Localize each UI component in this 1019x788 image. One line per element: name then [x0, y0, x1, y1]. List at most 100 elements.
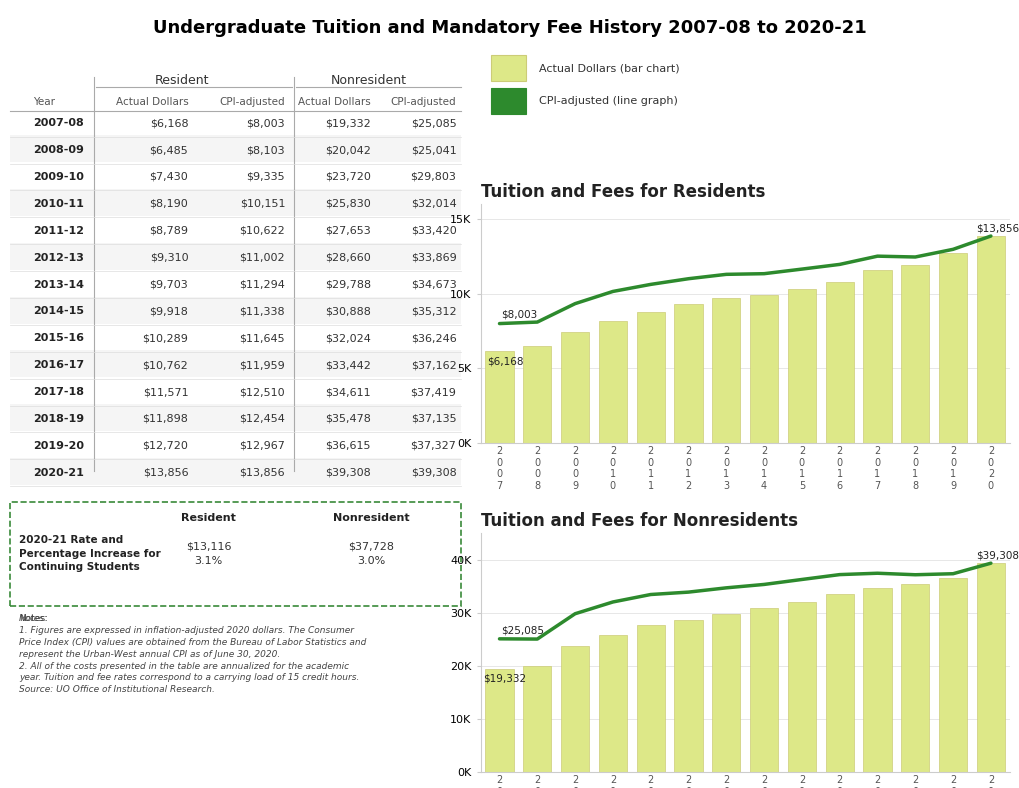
Text: $27,653: $27,653	[325, 225, 371, 236]
Text: $10,762: $10,762	[143, 360, 189, 370]
Text: $37,419: $37,419	[411, 387, 457, 397]
Text: $9,703: $9,703	[150, 280, 189, 289]
Text: 2016-17: 2016-17	[33, 360, 84, 370]
Bar	[10, 502, 461, 606]
Text: CPI-adjusted (line graph): CPI-adjusted (line graph)	[538, 95, 677, 106]
Text: Tuition and Fees for Residents: Tuition and Fees for Residents	[480, 183, 764, 201]
Bar	[523, 346, 551, 444]
Bar	[10, 162, 461, 189]
Text: Resident: Resident	[181, 513, 235, 522]
Text: $39,308: $39,308	[975, 551, 1018, 560]
Bar	[938, 253, 966, 444]
Bar	[485, 351, 514, 444]
Text: 2013-14: 2013-14	[33, 280, 84, 289]
Text: $12,510: $12,510	[239, 387, 285, 397]
Text: $29,788: $29,788	[324, 280, 371, 289]
Text: $25,830: $25,830	[325, 199, 371, 209]
Bar	[824, 594, 853, 772]
Bar	[560, 333, 589, 444]
Bar	[938, 578, 966, 772]
Text: $34,611: $34,611	[325, 387, 371, 397]
Bar	[598, 321, 627, 444]
Text: $35,478: $35,478	[325, 414, 371, 424]
Text: $9,335: $9,335	[247, 172, 285, 182]
Bar	[976, 236, 1004, 444]
Text: $10,289: $10,289	[143, 333, 189, 344]
Text: $7,430: $7,430	[150, 172, 189, 182]
Bar	[523, 666, 551, 772]
Text: $11,002: $11,002	[239, 253, 285, 262]
Text: $37,135: $37,135	[411, 414, 457, 424]
Bar	[10, 377, 461, 404]
Text: CPI-adjusted: CPI-adjusted	[219, 97, 285, 106]
Bar	[10, 351, 461, 377]
Text: $25,041: $25,041	[411, 145, 457, 155]
Bar	[491, 55, 525, 81]
Text: 2015-16: 2015-16	[33, 333, 84, 344]
Text: $36,246: $36,246	[411, 333, 457, 344]
Text: $6,168: $6,168	[486, 356, 523, 366]
Bar	[10, 243, 461, 269]
Text: $30,888: $30,888	[325, 307, 371, 317]
Text: $11,294: $11,294	[239, 280, 285, 289]
Text: $34,673: $34,673	[411, 280, 457, 289]
Text: Resident: Resident	[154, 74, 209, 87]
Text: $6,168: $6,168	[150, 118, 189, 128]
Text: $8,190: $8,190	[150, 199, 189, 209]
Text: $11,959: $11,959	[239, 360, 285, 370]
Text: 2011-12: 2011-12	[33, 225, 84, 236]
Bar	[10, 216, 461, 243]
Bar	[674, 304, 702, 444]
Text: Actual Dollars: Actual Dollars	[298, 97, 371, 106]
Text: $32,014: $32,014	[411, 199, 457, 209]
Bar	[862, 270, 891, 444]
Text: $6,485: $6,485	[150, 145, 189, 155]
Text: Year: Year	[33, 97, 55, 106]
Text: $28,660: $28,660	[325, 253, 371, 262]
Text: 2010-11: 2010-11	[33, 199, 84, 209]
Text: $11,645: $11,645	[239, 333, 285, 344]
Bar	[862, 588, 891, 772]
Bar	[10, 269, 461, 296]
Text: 2008-09: 2008-09	[33, 145, 84, 155]
Bar	[900, 584, 928, 772]
Text: $10,151: $10,151	[239, 199, 285, 209]
Bar	[485, 670, 514, 772]
Text: $39,308: $39,308	[325, 468, 371, 478]
Text: $19,332: $19,332	[325, 118, 371, 128]
Text: $12,720: $12,720	[143, 440, 189, 451]
Bar	[598, 635, 627, 772]
Text: 2012-13: 2012-13	[33, 253, 84, 262]
Text: Nonresident: Nonresident	[330, 74, 407, 87]
Text: 2009-10: 2009-10	[33, 172, 84, 182]
Text: $13,856: $13,856	[239, 468, 285, 478]
Bar	[976, 563, 1004, 772]
Text: Actual Dollars (bar chart): Actual Dollars (bar chart)	[538, 63, 679, 73]
Bar	[787, 602, 815, 772]
Text: $9,918: $9,918	[149, 307, 189, 317]
Text: $33,869: $33,869	[411, 253, 457, 262]
Text: $13,856: $13,856	[975, 224, 1018, 234]
Text: $8,789: $8,789	[149, 225, 189, 236]
Bar	[711, 614, 740, 772]
Text: 2014-15: 2014-15	[33, 307, 84, 317]
Bar	[10, 458, 461, 485]
Text: $23,720: $23,720	[325, 172, 371, 182]
Text: $39,308: $39,308	[411, 468, 457, 478]
Text: $33,420: $33,420	[411, 225, 457, 236]
Text: Actual Dollars: Actual Dollars	[115, 97, 189, 106]
Bar	[10, 431, 461, 458]
Text: $11,338: $11,338	[239, 307, 285, 317]
Bar	[824, 282, 853, 444]
Text: $13,856: $13,856	[143, 468, 189, 478]
Text: 2019-20: 2019-20	[33, 440, 84, 451]
Text: $35,312: $35,312	[411, 307, 457, 317]
Bar	[10, 189, 461, 216]
Text: 2020-21: 2020-21	[33, 468, 84, 478]
Bar	[10, 136, 461, 162]
Text: $33,442: $33,442	[325, 360, 371, 370]
Text: $11,571: $11,571	[143, 387, 189, 397]
Text: $10,622: $10,622	[239, 225, 285, 236]
Text: 2020-21 Rate and
Percentage Increase for
Continuing Students: 2020-21 Rate and Percentage Increase for…	[19, 535, 161, 572]
Text: $25,085: $25,085	[501, 625, 544, 635]
